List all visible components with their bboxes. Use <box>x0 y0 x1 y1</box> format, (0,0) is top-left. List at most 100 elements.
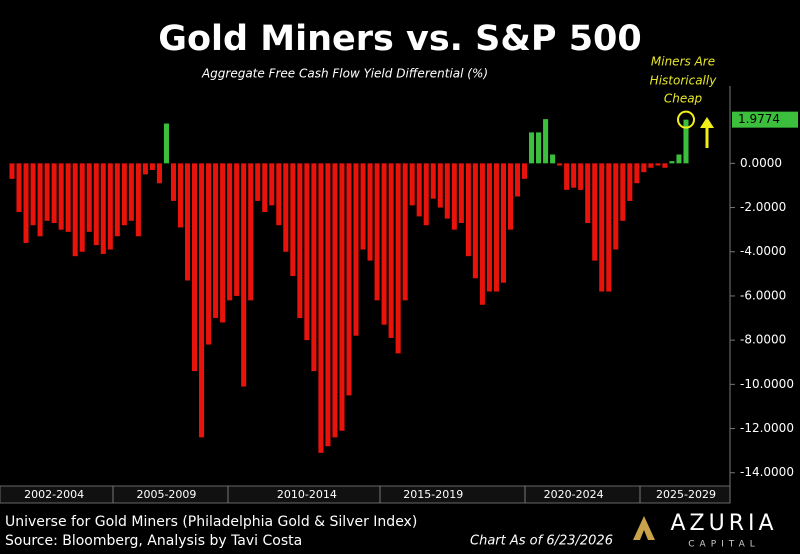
bar <box>30 163 36 226</box>
highlight-circle <box>677 110 695 129</box>
bar <box>578 163 584 190</box>
bar <box>276 163 282 226</box>
bar <box>444 163 450 219</box>
bar <box>437 163 443 208</box>
bar <box>585 163 591 224</box>
bar <box>220 163 226 323</box>
bar <box>86 163 92 232</box>
bar <box>290 163 296 277</box>
bar <box>44 163 50 221</box>
x-tick-label: 2015-2019 <box>403 488 463 501</box>
last-value-label: 1.9774 <box>738 112 780 126</box>
bar <box>58 163 64 230</box>
y-tick-label: -12.0000 <box>740 421 794 435</box>
bar <box>170 163 177 201</box>
bar <box>521 163 528 179</box>
annotation: Cheap <box>664 92 703 106</box>
annotation: Historically <box>650 74 718 88</box>
bar <box>163 123 169 164</box>
last-value-box <box>732 111 798 128</box>
bar <box>641 163 647 173</box>
bar <box>297 163 303 319</box>
bar <box>128 163 134 221</box>
bar <box>571 163 577 188</box>
bar <box>248 163 254 301</box>
bar <box>360 163 366 250</box>
bar <box>262 163 268 212</box>
bar <box>100 163 106 254</box>
bar <box>416 163 422 217</box>
bar <box>669 161 675 164</box>
bar <box>451 163 457 230</box>
bar <box>493 163 499 292</box>
bar <box>255 163 261 201</box>
bar <box>634 163 640 184</box>
bar <box>529 132 535 164</box>
bar <box>479 163 485 305</box>
bar <box>72 163 78 257</box>
bar <box>655 163 661 166</box>
bar <box>374 163 380 301</box>
bar <box>227 163 233 301</box>
chart-title: Gold Miners vs. S&P 500 <box>158 19 642 59</box>
logo: AZURIA <box>670 511 777 536</box>
x-tick-label: 2020-2024 <box>544 488 604 501</box>
bar <box>486 163 492 292</box>
bar <box>507 163 514 230</box>
bar <box>339 163 345 431</box>
bar <box>592 163 598 261</box>
bar <box>367 163 373 261</box>
bar <box>156 163 162 184</box>
y-tick-label: -14.0000 <box>740 465 794 479</box>
bar <box>234 163 240 296</box>
bar <box>648 163 654 168</box>
bar <box>311 163 317 372</box>
footer-universe: Universe for Gold Miners (Philadelphia G… <box>5 514 417 530</box>
bar <box>192 163 198 372</box>
bar <box>402 163 408 301</box>
up-arrow <box>700 117 714 148</box>
bar <box>683 119 689 164</box>
bar <box>676 154 682 164</box>
bar <box>458 163 464 224</box>
bar <box>121 163 127 226</box>
group-separators <box>112 486 641 503</box>
bar <box>269 163 275 206</box>
bar <box>557 163 563 166</box>
bar <box>51 163 57 224</box>
bar <box>346 163 352 396</box>
logo-icon <box>633 516 655 540</box>
bar <box>142 163 148 175</box>
bar <box>381 163 387 325</box>
y-tick-label: -2.0000 <box>740 200 786 214</box>
bar <box>332 163 338 438</box>
bar <box>325 163 331 447</box>
y-tick-label: -4.0000 <box>740 244 786 258</box>
x-tick-label: 2025-2029 <box>656 488 716 501</box>
bar <box>620 163 626 221</box>
bar <box>149 163 155 170</box>
bar <box>184 163 191 281</box>
x-tick-label: 2005-2009 <box>136 488 196 501</box>
bar <box>93 163 99 246</box>
bar <box>199 163 205 438</box>
bar <box>599 163 605 292</box>
bar <box>37 163 43 237</box>
footer-date: Chart As of 6/23/2026 <box>470 534 613 549</box>
bar <box>177 163 184 228</box>
bar <box>304 163 310 341</box>
bar <box>564 163 570 190</box>
bar <box>465 163 471 257</box>
bar <box>514 163 521 197</box>
bar <box>241 163 247 387</box>
bar <box>318 163 324 453</box>
bar <box>662 163 668 168</box>
x-tick-label: 2010-2014 <box>277 488 337 501</box>
bar <box>388 163 394 338</box>
bar <box>430 163 436 199</box>
bar <box>16 163 22 212</box>
y-tick-label: 0.0000 <box>740 156 782 170</box>
bar <box>213 163 219 319</box>
bar <box>107 163 113 250</box>
